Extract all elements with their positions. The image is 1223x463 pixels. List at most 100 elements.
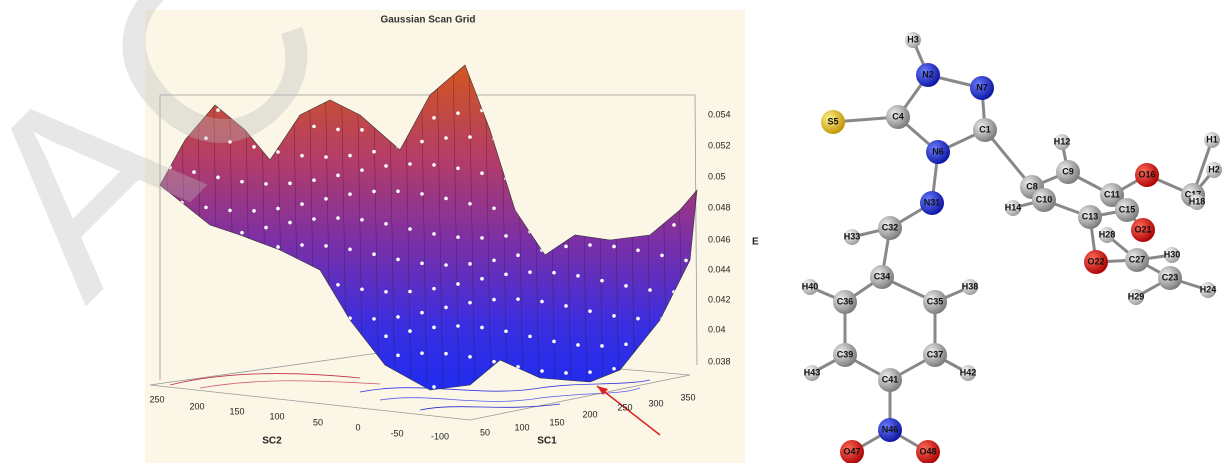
- atom-label: N46: [882, 424, 899, 434]
- mesh-dot: [396, 315, 400, 319]
- mesh-dot: [648, 288, 652, 292]
- atom-label: H42: [960, 367, 977, 377]
- mesh-dot: [516, 253, 520, 257]
- mesh-dot: [420, 262, 424, 266]
- mesh-dot: [396, 190, 400, 194]
- mesh-dot: [360, 168, 364, 172]
- atom-label: H38: [962, 281, 979, 291]
- atom-label: C11: [1104, 189, 1120, 199]
- z-tick-label: 0.04: [708, 324, 726, 334]
- atom-label: O48: [919, 446, 936, 456]
- mesh-dot: [540, 369, 544, 373]
- mesh-dot: [492, 258, 496, 262]
- mesh-dot: [408, 227, 412, 231]
- mesh-dot: [384, 334, 388, 338]
- mesh-dot: [444, 136, 448, 140]
- mesh-dot: [432, 326, 436, 330]
- mesh-dot: [564, 304, 568, 308]
- mesh-dot: [468, 135, 472, 139]
- mesh-dot: [456, 166, 460, 170]
- sc1-tick-label: -100: [431, 431, 449, 441]
- mesh-dot: [492, 206, 496, 210]
- mesh-dot: [336, 174, 340, 178]
- mesh-dot: [456, 111, 460, 115]
- atom-label: S5: [827, 116, 838, 126]
- mesh-dot: [384, 164, 388, 168]
- mesh-dot: [408, 162, 412, 166]
- mesh-dot: [300, 243, 304, 247]
- mesh-dot: [540, 300, 544, 304]
- mesh-dot: [504, 234, 508, 238]
- sc2-tick-label: 250: [149, 394, 164, 404]
- atom-label: O21: [1134, 224, 1151, 234]
- mesh-dot: [372, 252, 376, 256]
- atom-label: N31: [924, 197, 941, 207]
- mesh-dot: [468, 355, 472, 359]
- mesh-dot: [600, 344, 604, 348]
- atom-label: H1: [1206, 134, 1218, 144]
- mesh-dot: [276, 207, 280, 211]
- sc1-tick-label: 350: [680, 392, 695, 402]
- mesh-dot: [468, 202, 472, 206]
- atom-label: O47: [843, 446, 860, 456]
- mesh-dot: [576, 343, 580, 347]
- mesh-dot: [612, 245, 616, 249]
- atoms: H3N2N7S5C4C1N6H12C9O16C8C11C17H1H2H18N31…: [802, 32, 1222, 463]
- page: Gaussian Scan Grid E SC1 SC2 AC H3N2N7S5…: [0, 0, 1223, 463]
- mesh-dot: [408, 290, 412, 294]
- mesh-dot: [432, 116, 436, 120]
- sc2-tick-label: 100: [269, 411, 284, 421]
- atom-label: C8: [1026, 181, 1038, 191]
- mesh-dot: [360, 287, 364, 291]
- mesh-dot: [444, 352, 448, 356]
- mesh-dot: [420, 140, 424, 144]
- atom-label: H14: [1005, 202, 1022, 212]
- mesh-dot: [300, 202, 304, 206]
- mesh-dot: [408, 329, 412, 333]
- mesh-dot: [432, 232, 436, 236]
- atom-label: C23: [1162, 272, 1179, 282]
- mesh-dot: [432, 385, 436, 389]
- mesh-dot: [480, 171, 484, 175]
- mesh-dot: [432, 163, 436, 167]
- mesh-dot: [336, 283, 340, 287]
- z-tick-label: 0.05: [708, 171, 726, 181]
- atom-label: C34: [874, 271, 891, 281]
- sc1-tick-label: 150: [549, 417, 564, 427]
- mesh-dot: [480, 277, 484, 281]
- mesh-dot: [444, 263, 448, 267]
- z-tick-label: 0.054: [708, 109, 731, 119]
- mesh-dot: [288, 221, 292, 225]
- mesh-dot: [492, 360, 496, 364]
- mesh-dot: [396, 354, 400, 358]
- atom-label: H33: [844, 231, 861, 241]
- mesh-dot: [468, 262, 472, 266]
- mesh-dot: [480, 236, 484, 240]
- atom-label: H2: [1208, 164, 1220, 174]
- mesh-dot: [492, 298, 496, 302]
- mesh-dot: [612, 314, 616, 318]
- mesh-dot: [636, 317, 640, 321]
- mesh-dot: [360, 218, 364, 222]
- mesh-dot: [564, 371, 568, 375]
- atom-label: C27: [1129, 254, 1146, 264]
- atom-label: H18: [1189, 196, 1206, 206]
- atom-label: H43: [804, 367, 821, 377]
- sc2-tick-label: 50: [313, 417, 323, 427]
- mesh-dot: [420, 351, 424, 355]
- mesh-dot: [420, 311, 424, 315]
- atom-label: C41: [882, 374, 899, 384]
- atom-label: C13: [1082, 211, 1099, 221]
- mesh-dot: [516, 297, 520, 301]
- mesh-dot: [432, 287, 436, 291]
- mesh-dot: [312, 217, 316, 221]
- z-tick-label: 0.042: [708, 294, 731, 304]
- mesh-dot: [684, 259, 688, 263]
- mesh-dot: [372, 190, 376, 194]
- atom-label: C9: [1062, 166, 1074, 176]
- mesh-dot: [456, 282, 460, 286]
- sc2-tick-label: 150: [229, 406, 244, 416]
- mesh-dot: [612, 367, 616, 371]
- bonds: [810, 40, 1214, 452]
- z-tick-label: 0.038: [708, 356, 731, 366]
